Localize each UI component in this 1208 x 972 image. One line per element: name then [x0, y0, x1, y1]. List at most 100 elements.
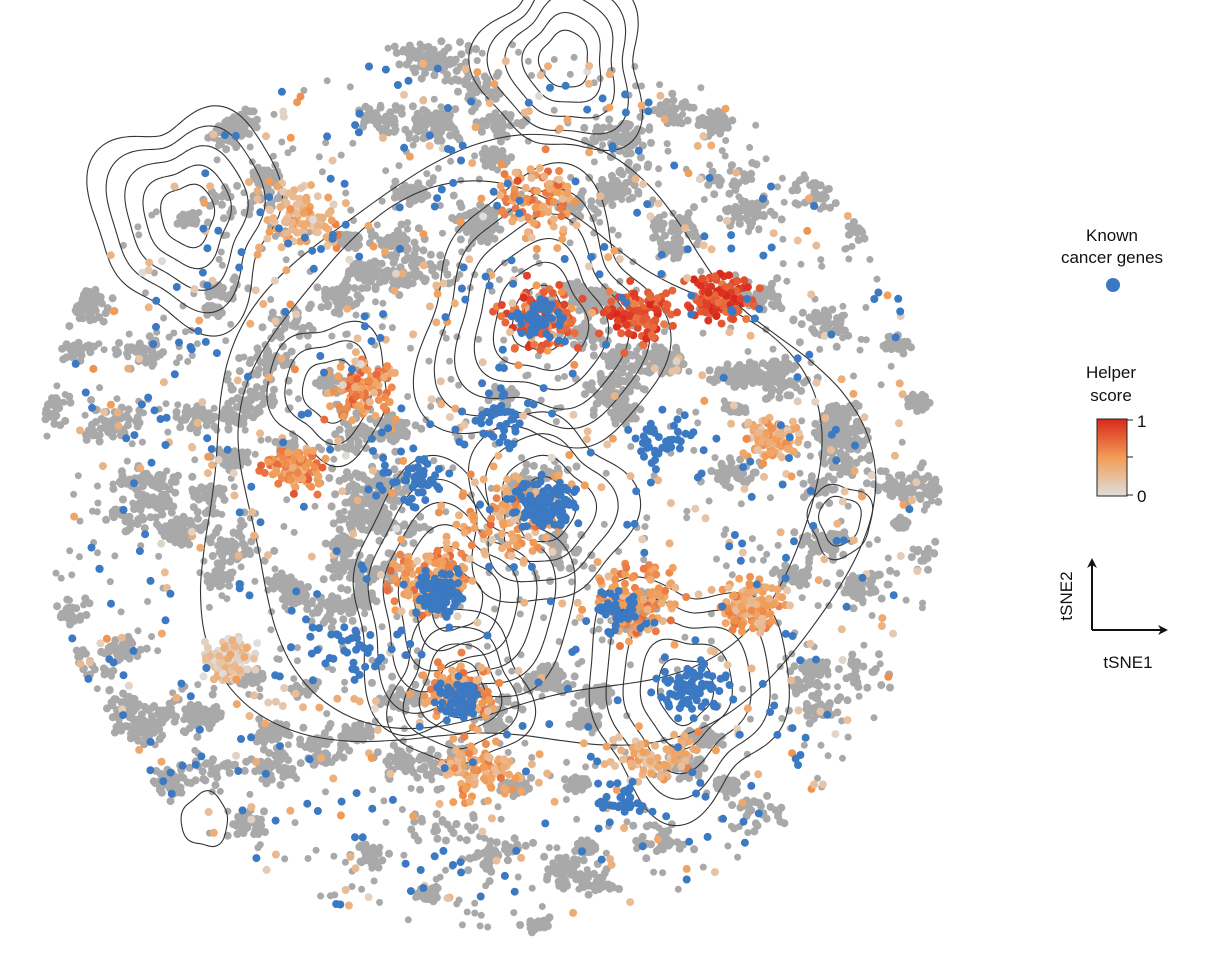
background-gene-point [774, 807, 783, 816]
background-gene-point [494, 69, 503, 77]
background-gene-point [798, 308, 807, 317]
background-gene-point [759, 210, 768, 219]
background-gene-point [279, 580, 288, 589]
background-gene-point [203, 708, 211, 716]
background-gene-point [265, 749, 274, 757]
background-genes-layer [41, 37, 943, 937]
background-gene-point [761, 394, 770, 403]
background-gene-point [252, 409, 261, 418]
background-gene-point [123, 639, 132, 648]
background-gene-point [624, 166, 633, 175]
background-gene-point [672, 343, 680, 352]
background-gene-point [204, 720, 213, 729]
background-gene-point [279, 772, 288, 781]
background-gene-point [218, 485, 227, 494]
background-gene-point [108, 641, 117, 650]
background-gene-point [188, 485, 197, 494]
background-gene-point [723, 207, 732, 216]
background-gene-point [334, 540, 343, 549]
background-gene-point [157, 527, 166, 536]
background-gene-point [111, 695, 120, 704]
background-gene-point [886, 683, 894, 692]
background-gene-point [411, 68, 420, 77]
background-gene-point [125, 692, 134, 701]
background-gene-point [396, 233, 405, 242]
background-gene-point [251, 767, 260, 776]
background-gene-point [328, 565, 337, 574]
background-gene-point [117, 726, 126, 735]
background-gene-point [235, 367, 244, 376]
background-gene-point [651, 106, 660, 115]
background-gene-point [188, 472, 197, 481]
background-gene-point [272, 572, 281, 581]
background-gene-point [193, 732, 202, 741]
background-gene-point [243, 458, 252, 467]
background-gene-point [395, 752, 404, 760]
background-gene-point [898, 494, 907, 502]
background-gene-point [377, 259, 386, 268]
background-gene-point [472, 45, 480, 53]
background-gene-point [411, 421, 420, 430]
background-gene-point [930, 549, 939, 558]
background-gene-point [934, 497, 943, 506]
background-gene-point [487, 867, 496, 876]
background-gene-point [755, 378, 764, 386]
background-gene-point [647, 138, 655, 147]
background-gene-point [589, 351, 598, 360]
background-gene-point [144, 706, 153, 715]
background-gene-point [140, 740, 149, 749]
background-gene-point [618, 170, 627, 179]
background-gene-point [770, 211, 779, 220]
background-gene-point [345, 296, 354, 304]
background-gene-point [258, 673, 267, 682]
background-gene-point [416, 752, 425, 761]
background-gene-point [225, 405, 234, 414]
background-gene-point [193, 428, 201, 437]
background-gene-point [755, 799, 764, 807]
background-gene-point [287, 347, 296, 356]
background-gene-point [835, 323, 844, 331]
background-gene-point [807, 476, 816, 485]
background-gene-point [104, 428, 113, 436]
background-gene-point [868, 667, 877, 676]
background-gene-point [186, 424, 195, 433]
background-gene-point [876, 467, 885, 476]
background-gene-point [186, 707, 195, 716]
background-gene-point [466, 854, 475, 863]
background-gene-point [852, 662, 861, 671]
background-gene-point [208, 552, 217, 560]
background-gene-point [385, 849, 393, 858]
background-gene-point [328, 592, 337, 601]
background-gene-point [228, 397, 237, 405]
background-gene-point [89, 426, 98, 435]
background-gene-point [849, 604, 858, 613]
background-gene-point [253, 383, 261, 392]
background-gene-point [242, 757, 251, 766]
background-gene-point [577, 190, 586, 199]
background-gene-point [790, 528, 799, 537]
background-gene-point [158, 731, 167, 740]
background-gene-point [931, 482, 940, 491]
background-gene-point [464, 866, 473, 875]
background-gene-point [427, 54, 436, 63]
background-gene-point [243, 448, 252, 457]
background-gene-point [688, 223, 697, 232]
background-gene-point [918, 459, 927, 468]
background-gene-point [423, 191, 432, 200]
background-gene-point [190, 492, 199, 501]
background-gene-point [374, 267, 383, 275]
background-gene-point [732, 212, 741, 221]
background-gene-point [410, 699, 419, 708]
background-gene-point [763, 791, 772, 800]
background-gene-point [372, 597, 381, 606]
background-gene-point [573, 286, 582, 295]
background-gene-point [781, 357, 790, 365]
background-gene-point [167, 518, 176, 527]
background-gene-point [752, 367, 761, 376]
background-gene-point [836, 569, 844, 578]
background-gene-point [321, 295, 330, 304]
background-gene-point [190, 715, 199, 723]
background-gene-point [877, 594, 886, 603]
background-gene-point [395, 60, 404, 69]
background-gene-point [354, 438, 363, 446]
